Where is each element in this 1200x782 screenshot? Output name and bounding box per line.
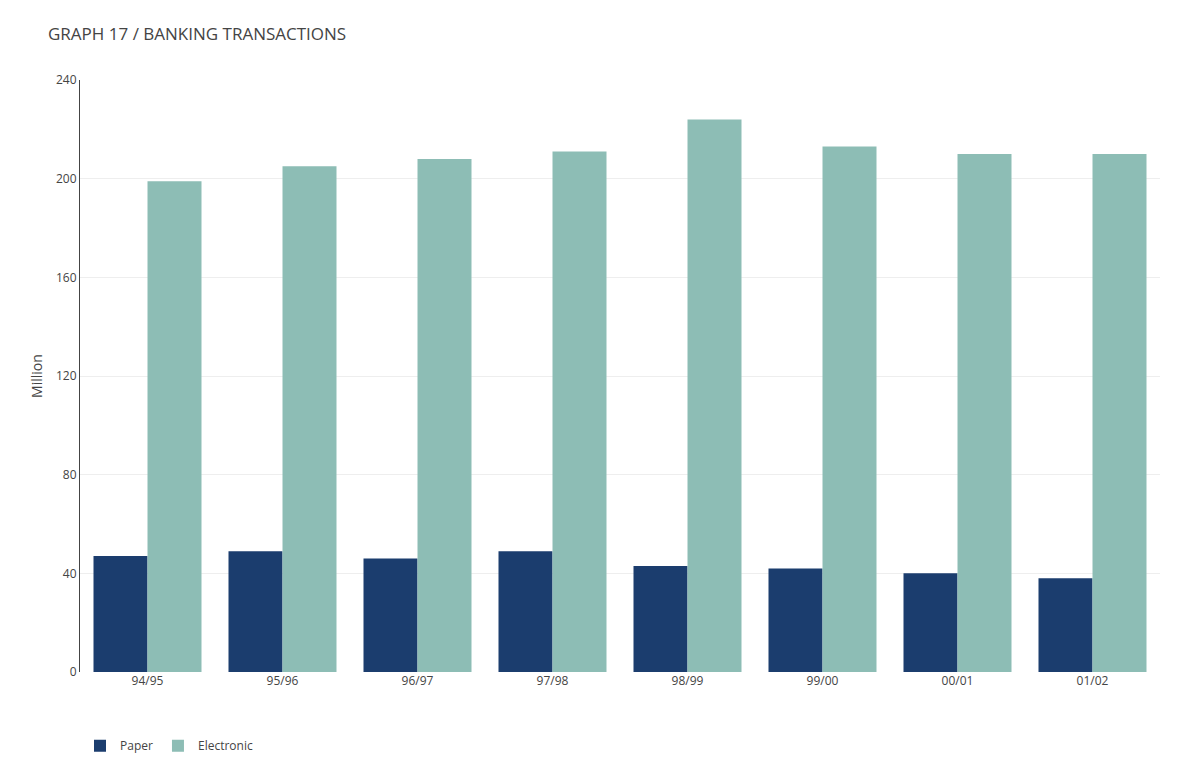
svg-text:Million: Million bbox=[27, 354, 46, 398]
svg-text:0: 0 bbox=[70, 663, 77, 680]
svg-text:GRAPH 17 / BANKING TRANSACTION: GRAPH 17 / BANKING TRANSACTIONS bbox=[48, 22, 346, 45]
svg-text:200: 200 bbox=[56, 170, 77, 187]
svg-text:96/97: 96/97 bbox=[402, 672, 434, 689]
svg-text:Electronic: Electronic bbox=[198, 737, 253, 754]
svg-text:99/00: 99/00 bbox=[807, 672, 839, 689]
svg-text:97/98: 97/98 bbox=[537, 672, 569, 689]
svg-text:160: 160 bbox=[56, 269, 77, 286]
svg-text:98/99: 98/99 bbox=[672, 672, 704, 689]
svg-text:120: 120 bbox=[56, 367, 77, 384]
svg-text:80: 80 bbox=[63, 466, 77, 483]
svg-text:01/02: 01/02 bbox=[1077, 672, 1109, 689]
svg-text:Paper: Paper bbox=[120, 737, 153, 754]
svg-text:240: 240 bbox=[56, 71, 77, 88]
svg-text:40: 40 bbox=[63, 565, 77, 582]
svg-text:94/95: 94/95 bbox=[132, 672, 164, 689]
svg-text:00/01: 00/01 bbox=[942, 672, 974, 689]
svg-text:95/96: 95/96 bbox=[267, 672, 299, 689]
